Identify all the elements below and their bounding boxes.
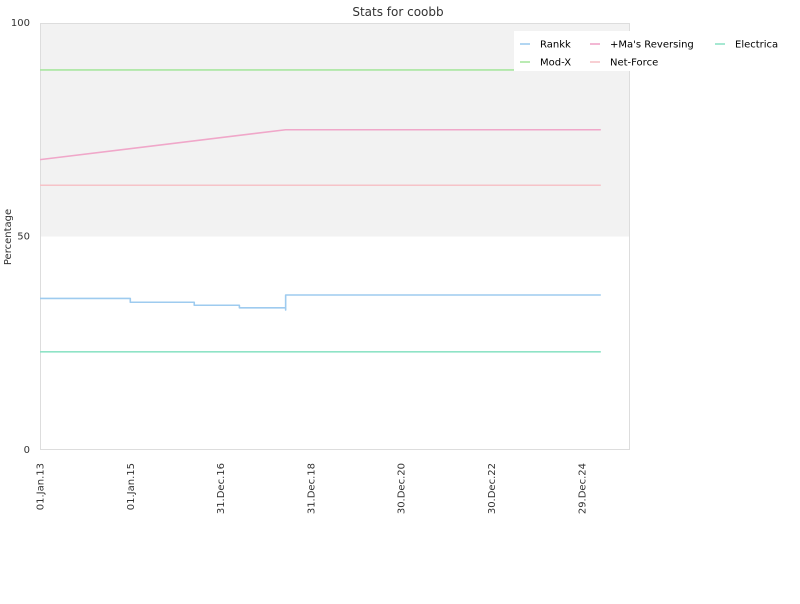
y-tick-label: 100: [11, 18, 30, 29]
x-tick-label: 31.Dec.16: [216, 463, 227, 514]
x-tick-label: 30.Dec.22: [487, 463, 498, 514]
legend-label: Net-Force: [610, 58, 658, 69]
plot-frame: [40, 23, 630, 450]
series-line: [39, 128, 601, 161]
y-tick-label: 0: [24, 445, 30, 456]
y-axis-title: Percentage: [3, 209, 14, 265]
legend-label: Electrica: [735, 40, 778, 51]
x-tick-label: 01.Jan.13: [36, 463, 47, 510]
x-tick-label: 30.Dec.20: [397, 463, 408, 514]
series-line: [40, 294, 601, 311]
legend-label: Mod-X: [540, 58, 571, 69]
legend-background: [514, 31, 634, 71]
chart-title: Stats for coobb: [352, 5, 443, 19]
x-tick-label: 31.Dec.18: [306, 463, 317, 514]
legend-label: Rankk: [540, 40, 571, 51]
legend: Rankk +Ma's Reversing Electrica Mod-X Net-Fo…: [514, 31, 778, 71]
x-tick-label: 29.Dec.24: [577, 463, 588, 514]
legend-label: +Ma's Reversing: [610, 40, 694, 51]
x-tick-label: 01.Jan.15: [126, 463, 137, 510]
y-tick-label: 50: [17, 232, 30, 243]
